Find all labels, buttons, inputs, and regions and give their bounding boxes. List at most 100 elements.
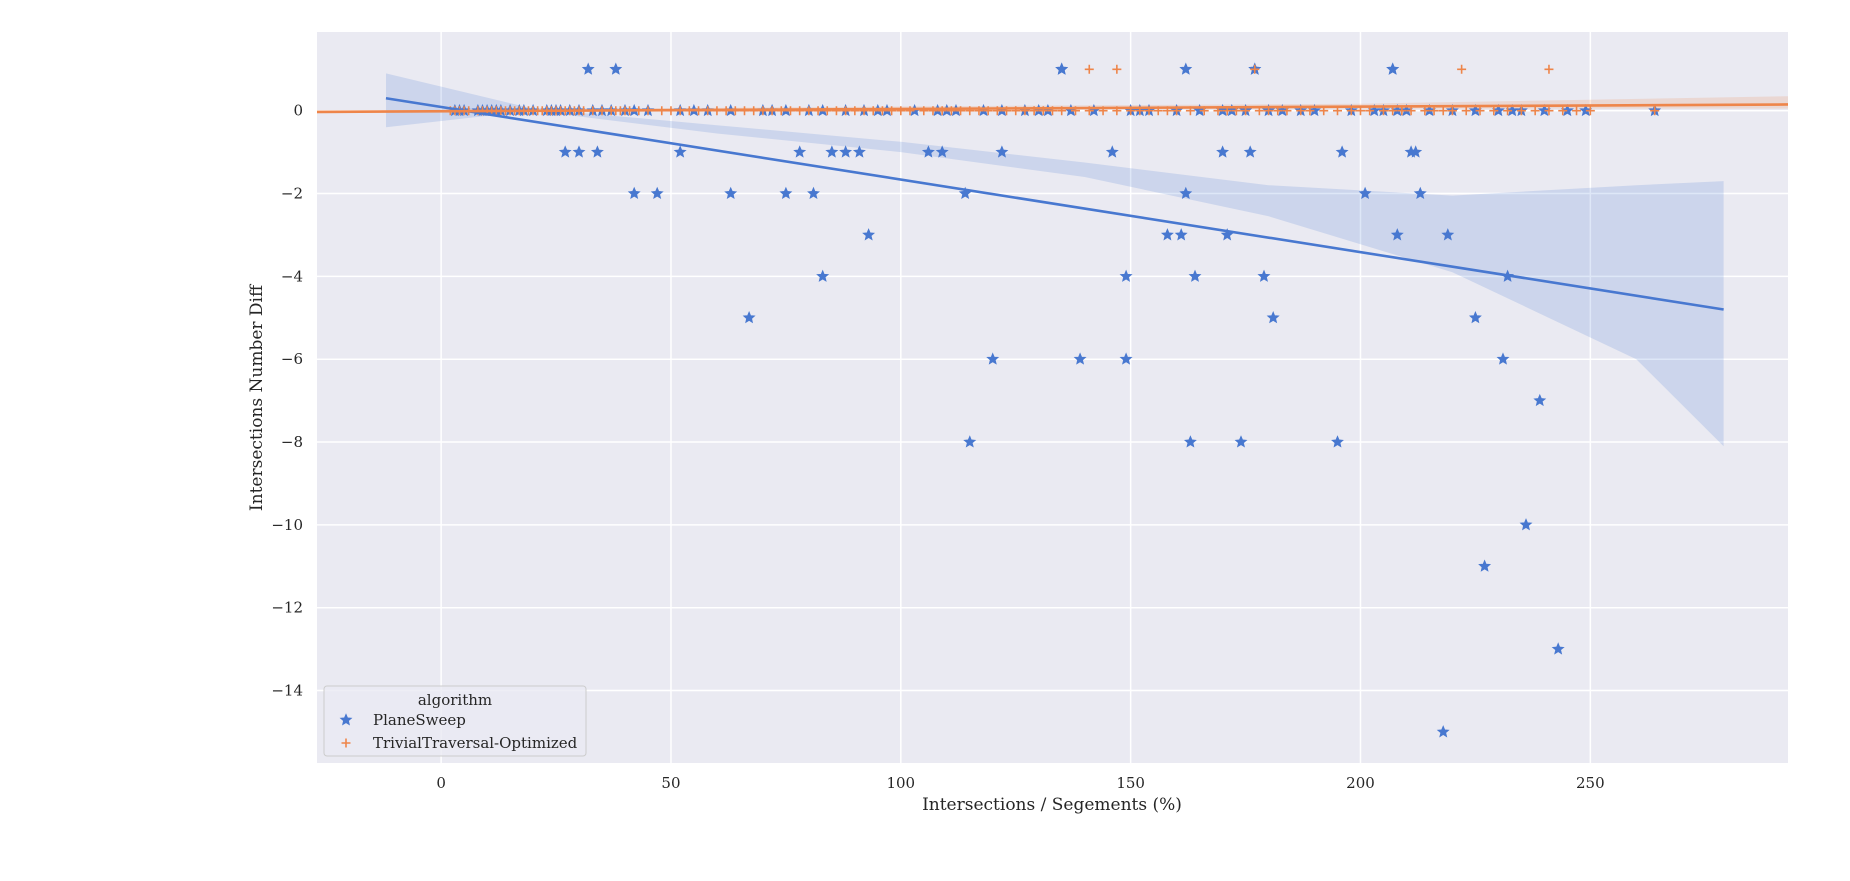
y-tick-label: −14 <box>271 682 303 700</box>
legend-entry-trivialtraversal: TrivialTraversal-Optimized <box>373 734 578 752</box>
point-planesweep <box>572 145 586 158</box>
point-planesweep <box>1478 559 1492 572</box>
x-tick-label: 200 <box>1346 774 1375 792</box>
grid <box>317 32 1788 763</box>
point-trivialtraversal <box>841 106 851 116</box>
point-planesweep <box>963 435 977 448</box>
point-trivialtraversal <box>859 106 869 116</box>
point-planesweep <box>590 145 604 158</box>
point-trivialtraversal <box>1461 106 1471 116</box>
point-planesweep <box>825 145 839 158</box>
point-planesweep <box>1055 62 1069 75</box>
point-planesweep <box>1160 228 1174 241</box>
point-planesweep <box>807 186 820 200</box>
point-planesweep <box>921 145 935 158</box>
point-planesweep <box>1073 352 1087 365</box>
point-trivialtraversal <box>1530 106 1540 116</box>
point-planesweep <box>995 145 1009 158</box>
point-planesweep <box>1496 352 1510 365</box>
legend-title: algorithm <box>418 691 492 709</box>
point-planesweep <box>742 311 756 324</box>
legend-marker-trivialtraversal <box>341 738 351 748</box>
point-planesweep <box>862 228 876 241</box>
point-trivialtraversal <box>1429 106 1439 116</box>
point-planesweep <box>1335 145 1349 158</box>
x-tick-label: 150 <box>1116 774 1145 792</box>
point-planesweep <box>839 145 853 158</box>
y-tick-label: −12 <box>271 599 303 617</box>
point-trivialtraversal <box>1544 64 1554 74</box>
point-trivialtraversal <box>1572 106 1582 116</box>
point-trivialtraversal <box>1475 106 1485 116</box>
y-tick-label: −4 <box>281 267 303 285</box>
point-trivialtraversal <box>1112 64 1122 74</box>
point-planesweep <box>627 186 641 200</box>
point-trivialtraversal <box>1438 106 1448 116</box>
point-planesweep <box>1390 228 1404 241</box>
point-planesweep <box>1519 518 1533 531</box>
point-planesweep <box>1409 145 1423 158</box>
point-planesweep <box>1188 269 1202 282</box>
point-trivialtraversal <box>868 106 878 116</box>
point-planesweep <box>1183 435 1197 448</box>
point-planesweep <box>1179 62 1193 75</box>
point-trivialtraversal <box>1250 64 1260 74</box>
point-trivialtraversal <box>850 106 860 116</box>
point-planesweep <box>1386 62 1400 75</box>
point-planesweep <box>1468 311 1482 324</box>
point-trivialtraversal <box>1503 106 1513 116</box>
point-trivialtraversal <box>887 106 897 116</box>
point-trivialtraversal <box>1650 106 1660 116</box>
point-planesweep <box>673 145 687 158</box>
x-tick-label: 250 <box>1576 774 1605 792</box>
x-tick-label: 0 <box>436 774 446 792</box>
point-planesweep <box>1179 186 1193 200</box>
point-trivialtraversal <box>1558 106 1568 116</box>
point-trivialtraversal <box>1084 64 1094 74</box>
point-trivialtraversal <box>1489 106 1499 116</box>
x-axis-label: Intersections / Segements (%) <box>922 795 1182 815</box>
point-trivialtraversal <box>822 106 832 116</box>
legend: algorithm PlaneSweep TrivialTraversal-Op… <box>323 685 587 757</box>
y-tick-label: −8 <box>281 433 303 451</box>
point-planesweep <box>1174 228 1188 241</box>
point-planesweep <box>1119 269 1133 282</box>
y-tick-label: −2 <box>281 185 303 203</box>
point-planesweep <box>1266 311 1280 324</box>
x-tick-labels: 0 50 100 150 200 250 <box>436 774 1604 792</box>
point-trivialtraversal <box>341 738 351 748</box>
y-axis-label: Intersections Number Diff <box>247 283 267 511</box>
point-planesweep <box>1358 186 1372 200</box>
regression-line <box>385 96 1724 311</box>
y-tick-label: −6 <box>281 350 303 368</box>
point-planesweep <box>1119 352 1133 365</box>
point-planesweep <box>581 62 595 75</box>
point-trivialtraversal <box>1457 64 1467 74</box>
point-planesweep <box>1216 145 1230 158</box>
point-planesweep <box>793 145 807 158</box>
point-planesweep <box>935 145 949 158</box>
point-planesweep <box>1551 642 1565 655</box>
point-planesweep <box>1105 145 1119 158</box>
regression-lines <box>316 96 1789 311</box>
plot-background <box>317 32 1788 763</box>
point-planesweep <box>1243 145 1257 158</box>
point-trivialtraversal <box>1420 106 1430 116</box>
y-tick-label: −10 <box>271 516 303 534</box>
point-planesweep <box>1441 228 1455 241</box>
point-planesweep <box>558 145 572 158</box>
point-planesweep <box>779 186 793 200</box>
legend-marker-planesweep <box>339 713 353 726</box>
x-tick-label: 50 <box>661 774 680 792</box>
point-planesweep <box>816 269 830 282</box>
point-trivialtraversal <box>1516 106 1526 116</box>
legend-box <box>323 685 587 757</box>
point-planesweep <box>724 186 738 200</box>
point-planesweep <box>1234 435 1248 448</box>
point-planesweep <box>1257 269 1271 282</box>
regression-line <box>316 103 1789 114</box>
point-planesweep <box>1331 435 1344 448</box>
point-planesweep <box>609 62 623 75</box>
point-trivialtraversal <box>831 106 841 116</box>
